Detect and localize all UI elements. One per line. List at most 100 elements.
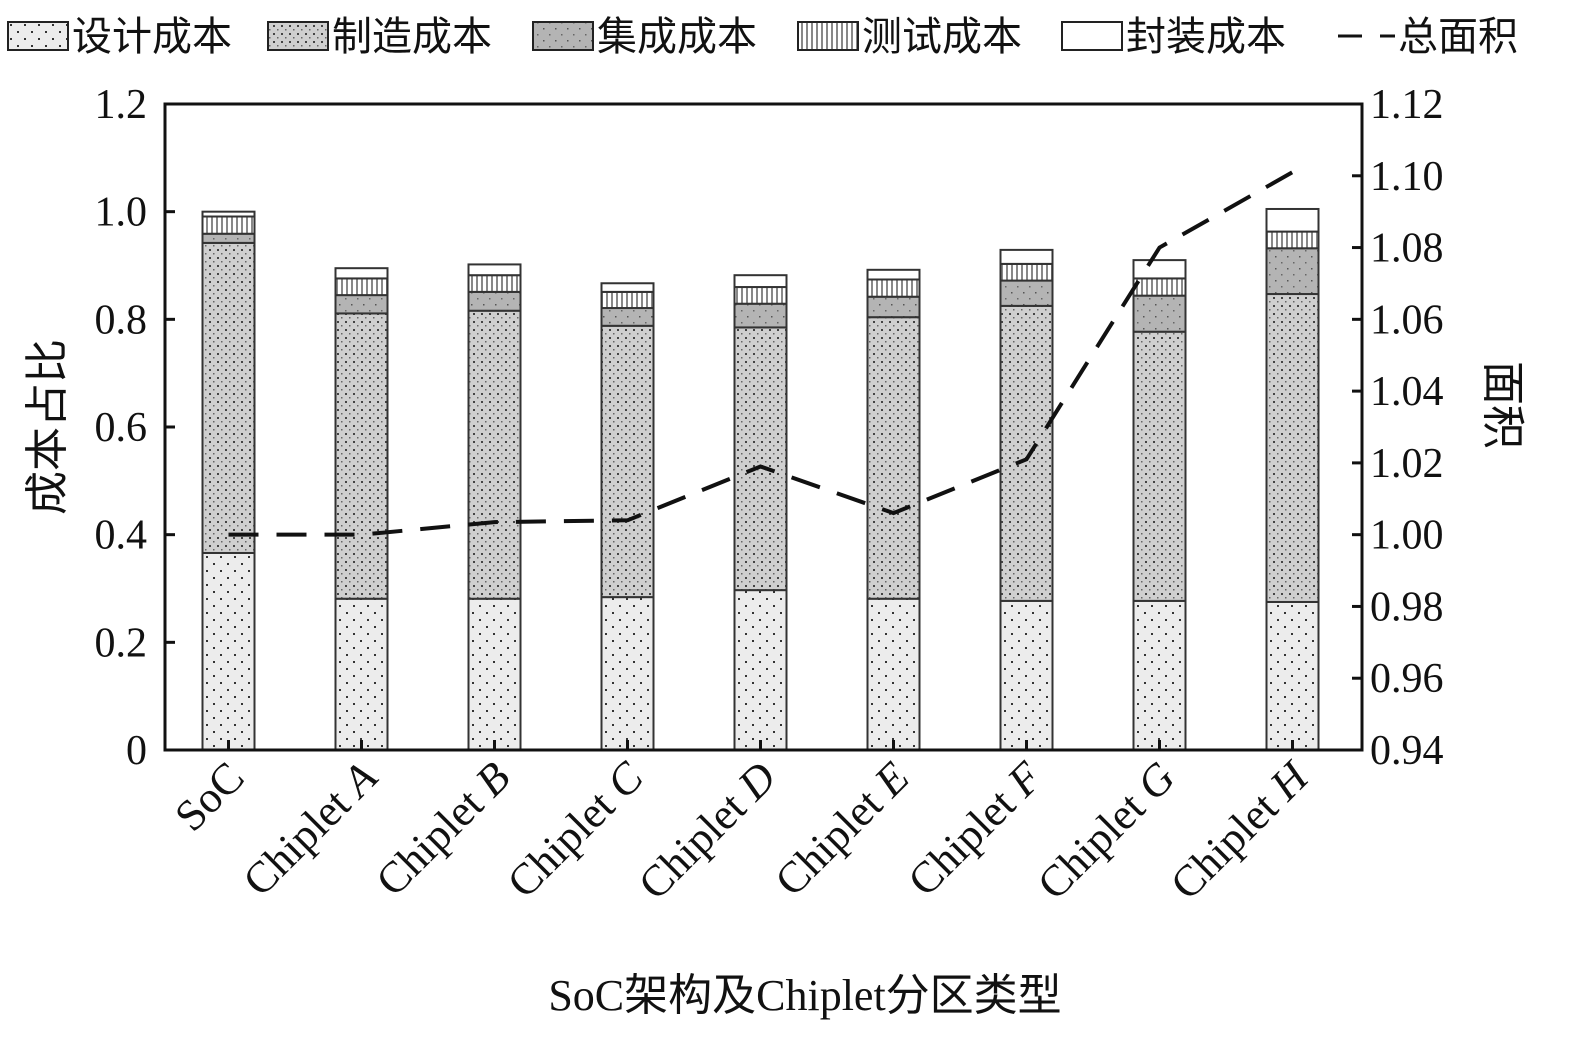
legend-item: 总面积 xyxy=(1338,14,1518,59)
bar-segment-5 xyxy=(1132,259,1187,280)
x-tick-label: Chiplet A xyxy=(234,752,388,906)
x-tick-label: Chiplet H xyxy=(1161,751,1319,909)
bar-segment-2 xyxy=(334,312,389,600)
bar-segment-5 xyxy=(999,248,1054,265)
x-tick-label: Chiplet E xyxy=(766,752,919,905)
y-right-tick-label: 1.08 xyxy=(1370,226,1444,272)
x-tick-label: Chiplet G xyxy=(1028,752,1185,909)
bar-segment-3 xyxy=(201,232,256,244)
y-right-tick-label: 0.96 xyxy=(1370,656,1444,702)
legend-item: 设计成本 xyxy=(7,14,232,59)
y-tick-label: 0.2 xyxy=(95,620,148,666)
y-tick-label: 0 xyxy=(126,728,147,774)
legend-item: 封装成本 xyxy=(1061,14,1286,59)
legend-item: 集成成本 xyxy=(532,14,757,59)
x-tick-label: Chiplet C xyxy=(498,752,653,907)
bar-segment-3 xyxy=(1265,247,1320,296)
legend-label: 封装成本 xyxy=(1126,14,1286,59)
x-tick-label: Chiplet F xyxy=(899,752,1053,906)
bar-segment-1 xyxy=(201,551,256,751)
legend-label: 设计成本 xyxy=(72,14,232,59)
bar-segment-1 xyxy=(600,596,655,752)
bar-segment-3 xyxy=(1132,294,1187,333)
x-tick-label: Chiplet B xyxy=(367,752,520,905)
bar-segment-1 xyxy=(1132,599,1187,751)
bar-segment-2 xyxy=(1265,293,1320,603)
bar-segment-2 xyxy=(201,241,256,554)
y-right-tick-label: 1.04 xyxy=(1370,369,1444,415)
legend: 设计成本 制造成本 集成成本 测试成本 封装成本 总面积 xyxy=(7,14,1518,59)
y-right-tick-label: 1.02 xyxy=(1370,441,1444,487)
y-right-tick-label: 0.98 xyxy=(1370,584,1444,630)
bar-segment-3 xyxy=(733,302,788,329)
y-right-tick-label: 1.12 xyxy=(1370,82,1444,128)
bar-segment-3 xyxy=(600,307,655,327)
bar-segment-5 xyxy=(733,274,788,289)
bar-segment-4 xyxy=(999,262,1054,282)
bar-segment-1 xyxy=(334,597,389,751)
legend-swatch xyxy=(1061,21,1123,51)
bar-segment-5 xyxy=(866,268,921,281)
x-tick-label: Chiplet D xyxy=(629,752,786,909)
legend-item: 制造成本 xyxy=(267,14,492,59)
bar-segment-5 xyxy=(201,210,256,218)
bar-segment-2 xyxy=(733,326,788,592)
area-line xyxy=(228,170,1294,537)
bar-segment-1 xyxy=(733,589,788,751)
bar-segment-1 xyxy=(999,599,1054,751)
bar-segment-4 xyxy=(866,278,921,298)
bar-segment-5 xyxy=(600,282,655,293)
bar-stack xyxy=(334,267,389,751)
bar-segment-4 xyxy=(1132,277,1187,297)
bar-segment-5 xyxy=(467,263,522,277)
bar-segment-2 xyxy=(999,304,1054,602)
legend-label: 制造成本 xyxy=(332,14,492,59)
bar-segment-3 xyxy=(467,290,522,312)
y-tick-label: 0.4 xyxy=(95,513,148,559)
bar-stack xyxy=(467,263,522,751)
bar-segment-5 xyxy=(1265,207,1320,233)
legend-swatch xyxy=(267,21,329,51)
bar-stack xyxy=(1132,259,1187,751)
bar-stack xyxy=(1265,207,1320,751)
bar-segment-1 xyxy=(467,597,522,751)
bar-stack xyxy=(733,274,788,751)
x-tick-label: SoC xyxy=(165,752,253,840)
bar-segment-4 xyxy=(334,277,389,297)
bar-segment-4 xyxy=(600,290,655,310)
bar-segment-4 xyxy=(467,274,522,293)
bar-segment-2 xyxy=(600,324,655,599)
bar-segment-4 xyxy=(1265,230,1320,250)
legend-label: 测试成本 xyxy=(862,14,1022,59)
legend-swatch xyxy=(7,21,69,51)
y-right-tick-label: 1.10 xyxy=(1370,154,1444,200)
legend-swatch xyxy=(532,21,594,51)
x-axis-label: SoC架构及Chiplet分区类型 xyxy=(548,971,1061,1020)
bar-segment-4 xyxy=(201,215,256,235)
bar-segment-2 xyxy=(866,316,921,600)
legend-label: 总面积 xyxy=(1398,14,1518,59)
bar-segment-2 xyxy=(1132,330,1187,602)
bar-stack xyxy=(999,248,1054,751)
y-axis-right-label: 面积 xyxy=(1478,361,1527,449)
y-tick-label: 0.8 xyxy=(95,297,148,343)
area-line-path xyxy=(228,170,1294,537)
y-tick-label: 1.2 xyxy=(95,82,148,128)
bar-segment-1 xyxy=(1265,600,1320,751)
legend-swatch xyxy=(797,21,859,51)
y-right-tick-label: 0.94 xyxy=(1370,728,1444,774)
bar-stack xyxy=(600,282,655,752)
legend-label: 集成成本 xyxy=(597,14,757,59)
y-tick-label: 0.6 xyxy=(95,405,148,451)
y-right-tick-label: 1.06 xyxy=(1370,297,1444,343)
bar-stack xyxy=(866,268,921,751)
y-tick-label: 1.0 xyxy=(95,190,148,236)
bar-segment-4 xyxy=(733,286,788,305)
y-right-tick-label: 1.00 xyxy=(1370,513,1444,559)
bar-segment-3 xyxy=(999,279,1054,307)
bar-segment-3 xyxy=(334,294,389,315)
bar-segment-2 xyxy=(467,309,522,600)
bar-segment-3 xyxy=(866,295,921,319)
bar-stack xyxy=(201,210,256,751)
